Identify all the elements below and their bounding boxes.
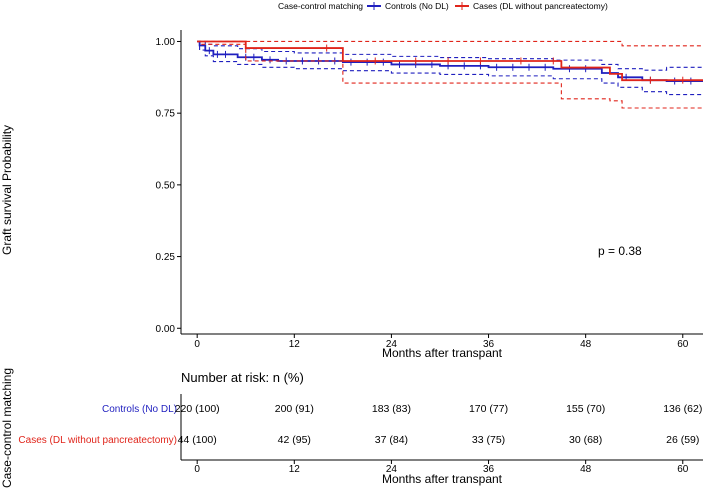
risk-x-tick-label: 0	[194, 464, 200, 475]
y-tick-label: 0.75	[156, 109, 176, 120]
risk-cell: 183 (83)	[372, 403, 411, 415]
y-tick-label: 0.25	[156, 252, 176, 263]
legend-item-cases: Cases (DL without pancreatectomy)	[455, 1, 608, 11]
x-tick-label: 0	[194, 339, 200, 350]
survival-line-controls	[197, 40, 703, 82]
risk-cell: 44 (100)	[178, 434, 217, 446]
risk-cell: 37 (84)	[375, 434, 408, 446]
risk-row-label-cases: Cases (DL without pancreatectomy)	[18, 435, 177, 446]
risk-cell: 26 (59)	[666, 434, 699, 446]
risk-table-x-title: Months after transpant	[382, 472, 503, 486]
risk-x-ticks: 0 12 24 36 48 60	[194, 460, 689, 475]
x-tick-label: 60	[677, 339, 689, 350]
risk-x-tick-label: 12	[289, 464, 301, 475]
y-tick-label: 0.50	[156, 180, 176, 191]
risk-cell: 42 (95)	[278, 434, 311, 446]
risk-row-label-controls: Controls (No DL)	[102, 404, 177, 415]
x-tick-label: 48	[580, 339, 592, 350]
risk-cell: 33 (75)	[472, 434, 505, 446]
series-controls	[197, 40, 703, 96]
risk-table-title: Number at risk: n (%)	[181, 370, 304, 385]
x-tick-label: 24	[386, 339, 398, 350]
legend-item-controls: Controls (No DL)	[367, 1, 449, 11]
legend-label-controls: Controls (No DL)	[385, 1, 449, 11]
y-axis-title: Graft survival Probability	[0, 125, 14, 255]
risk-x-tick-label: 48	[580, 464, 592, 475]
risk-x-tick-label: 24	[386, 464, 398, 475]
risk-table: Number at risk: n (%) Case-control match…	[0, 368, 703, 488]
survival-line-cases	[197, 40, 703, 82]
risk-cells: 220 (100) 200 (91) 183 (83) 170 (77) 155 (70…	[175, 403, 703, 446]
ci-upper-controls	[197, 40, 703, 71]
y-tick-label: 0.00	[156, 324, 176, 335]
risk-table-y-title: Case-control matching	[0, 368, 14, 488]
y-ticks: 0.00 0.25 0.50 0.75 1.00	[156, 37, 181, 335]
ci-lower-controls	[197, 40, 703, 96]
risk-cell: 170 (77)	[469, 403, 508, 415]
risk-x-tick-label: 60	[677, 464, 689, 475]
legend: Case-control matching Controls (No DL) C…	[278, 1, 608, 11]
risk-cell: 155 (70)	[566, 403, 605, 415]
risk-cell: 136 (62)	[663, 403, 702, 415]
series-cases	[197, 40, 703, 109]
risk-cell: 220 (100)	[175, 403, 220, 415]
x-tick-label: 12	[289, 339, 301, 350]
y-tick-label: 1.00	[156, 37, 176, 48]
plot-panel: Graft survival Probability Months after …	[0, 30, 703, 360]
x-ticks: 0 12 24 36 48 60	[194, 334, 689, 350]
x-axis-title: Months after transpant	[382, 346, 503, 360]
legend-label-cases: Cases (DL without pancreatectomy)	[473, 1, 608, 11]
risk-cell: 200 (91)	[275, 403, 314, 415]
x-tick-label: 36	[483, 339, 495, 350]
risk-x-tick-label: 36	[483, 464, 495, 475]
ci-lower-cases	[197, 40, 703, 109]
p-value-annotation: p = 0.38	[598, 244, 642, 258]
series-layer	[197, 40, 703, 109]
ci-upper-cases	[197, 40, 703, 47]
legend-title: Case-control matching	[278, 1, 363, 11]
risk-cell: 30 (68)	[569, 434, 602, 446]
